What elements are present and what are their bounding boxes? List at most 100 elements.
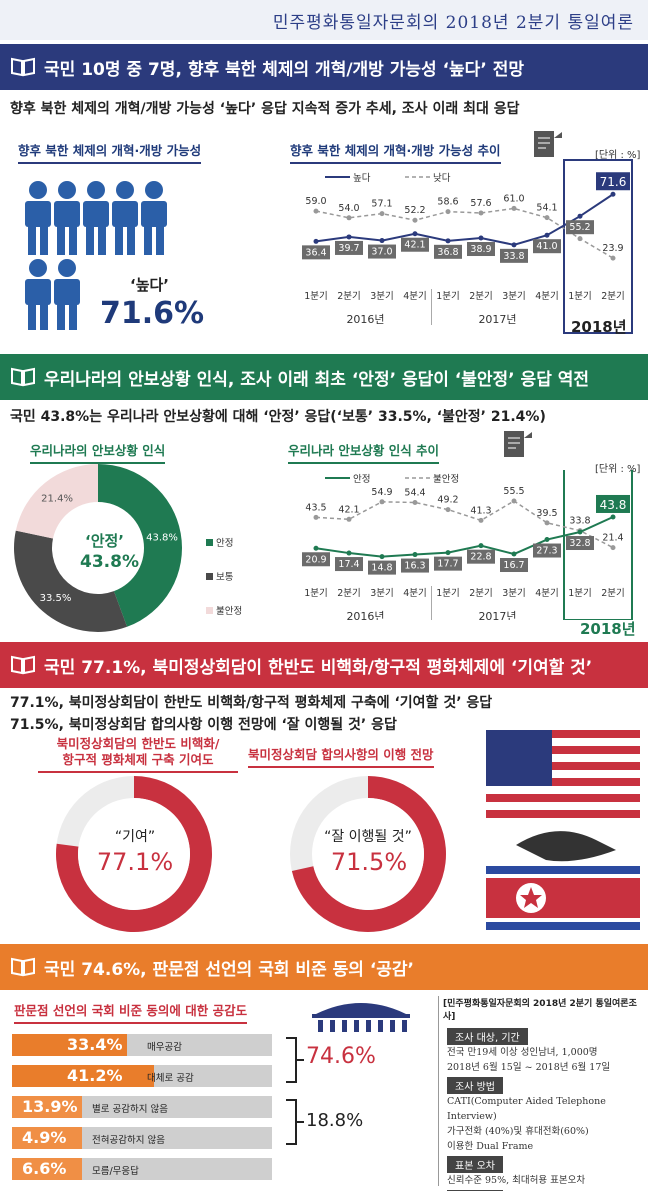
series1-point: [511, 551, 517, 557]
donut1-title-line1: 북미정상회담의 한반도 비핵화/: [56, 736, 220, 751]
agreement-bar-chart: 33.4% 매우공감 41.2% 대체로 공감 13.9% 별로 공감하지 않음 4.9% 전…: [12, 1034, 282, 1184]
series1-data-label: 71.6: [600, 175, 627, 189]
series1-point: [610, 191, 616, 197]
survey-info-line: CATI(Computer Aided Telephone: [447, 1096, 606, 1107]
series1-data-label: 36.4: [305, 247, 326, 258]
donut2-title: 북미정상회담 합의사항의 이행 전망: [248, 744, 434, 768]
book-icon: [11, 655, 35, 675]
survey-info-heading: 조사 대상, 기간: [447, 1028, 528, 1045]
donut1-value: 77.1%: [96, 848, 174, 876]
bar: [12, 1158, 82, 1180]
series2-point: [478, 210, 484, 216]
x-tick-label: 1분기: [436, 588, 460, 599]
series1-point: [445, 550, 451, 556]
x-tick-label: 2분기: [337, 291, 361, 302]
series2-point: [544, 215, 550, 221]
x-tick-label: 2분기: [601, 291, 625, 302]
series1-point: [577, 529, 583, 535]
survey-info-heading: 조사 방법: [447, 1077, 503, 1094]
north-korea-flag-icon: [486, 866, 640, 930]
series1-label-box: [596, 172, 630, 191]
series2-data-label: 59.0: [305, 196, 326, 207]
series1-data-label: 33.8: [503, 251, 524, 262]
series1-label-box: [401, 558, 429, 573]
donut-contribution: [56, 776, 213, 932]
series1-data-label: 32.8: [569, 538, 590, 549]
series2-data-label: 42.1: [338, 504, 359, 515]
series1-data-label: 17.4: [338, 559, 359, 570]
series1-point: [478, 543, 484, 549]
people-icon-group: [25, 181, 167, 330]
series2-data-label: 39.5: [536, 508, 557, 519]
donut1-title-line2: 항구적 평화체제 구축 기여도: [62, 752, 214, 767]
legend-label-1: 높다: [353, 173, 371, 184]
section3-line2: 71.5%, 북미정상회담 합의사항 이행 전망에 ‘잘 이행될 것’ 응답: [10, 717, 397, 733]
x-tick-label: 3분기: [370, 588, 394, 599]
person-icon: [54, 181, 80, 255]
slice-value-label: 21.4%: [41, 494, 73, 505]
series1-point: [412, 231, 418, 237]
survey-info-line: 신뢰수준 95%, 최대허용 표본오차: [447, 1175, 586, 1186]
section4-chart-title: 판문점 선언의 국회 비준 동의에 대한 공감도: [14, 1000, 248, 1024]
series1-data-label: 20.9: [305, 554, 326, 565]
series1-data-label: 16.7: [503, 560, 524, 571]
survey-info-block: 표본 오차 신뢰수준 95%, 최대허용 표본오차: [447, 1154, 644, 1188]
series2-point: [478, 517, 484, 523]
series2-point: [313, 208, 319, 214]
section1-left-title: 향후 북한 체제의 개혁·개방 가능성: [18, 140, 202, 164]
series1-data-label: 36.8: [437, 247, 458, 258]
book-icon: [11, 367, 35, 387]
series1-data-label: 22.8: [470, 552, 491, 563]
bar-value-label: 6.6%: [22, 1159, 67, 1178]
agree-bracket: [286, 1037, 304, 1083]
donut1-label: “기여”: [114, 829, 156, 845]
x-tick-label: 1분기: [568, 291, 592, 302]
book-icon: [11, 57, 35, 77]
series2-data-label: 54.9: [371, 487, 392, 498]
donut-hole: [78, 798, 190, 910]
bar-category-label: 별로 공감하지 않음: [92, 1104, 168, 1115]
series2-point: [412, 217, 418, 223]
series2-point: [445, 507, 451, 513]
series1-point: [313, 545, 319, 551]
series2-data-label: 58.6: [437, 197, 458, 208]
series2-point: [544, 520, 550, 526]
series1-label-box: [596, 494, 630, 513]
series1-data-label: 38.9: [470, 244, 491, 255]
series1-label-box: [368, 560, 396, 575]
series1-label-box: [533, 239, 561, 254]
series-line-2: [315, 207, 614, 259]
line-chart-north-korea-reform: 높다낮다59.054.057.152.258.657.661.054.138.4…: [302, 159, 633, 334]
legend-swatch: [206, 607, 213, 614]
series1-label-box: [401, 237, 429, 252]
year-highlight-box: [563, 470, 633, 620]
person-icon: [25, 181, 51, 255]
series1-data-label: 17.7: [437, 559, 458, 570]
series1-label-box: [434, 556, 462, 571]
series1-point: [610, 514, 616, 520]
slice-stable: [98, 464, 182, 627]
donut-implementation: [290, 776, 446, 932]
series2-data-label: 57.6: [470, 198, 491, 209]
series1-label-box: [500, 248, 528, 263]
survey-info-line: 전국 만19세 이상 성인남녀, 1,000명: [447, 1047, 598, 1058]
survey-info-blocks: 조사 대상, 기간 전국 만19세 이상 성인남녀, 1,000명 2018년 6월…: [439, 1026, 644, 1191]
series1-point: [445, 238, 451, 244]
donut-hole: [312, 798, 424, 910]
series2-point: [511, 205, 517, 211]
series1-data-label: 43.8: [600, 498, 627, 512]
legend-swatch: [206, 539, 213, 546]
series1-label-box: [467, 549, 495, 564]
section3-banner: 국민 77.1%, 북미정상회담이 한반도 비핵화/항구적 평화체제에 ‘기여할…: [0, 642, 648, 688]
series1-label-box: [302, 552, 330, 567]
slice-normal: [14, 530, 128, 632]
year-highlight-box: [563, 159, 633, 334]
survey-info-line: 가구전화 (40%)및 휴대전화(60%): [447, 1126, 589, 1137]
year-label: 2017년: [478, 610, 516, 620]
bar-value-label: 4.9%: [22, 1128, 67, 1147]
series1-data-label: 37.0: [371, 247, 392, 258]
x-tick-label: 4분기: [403, 291, 427, 302]
series2-point: [445, 209, 451, 215]
bar-value-label: 41.2%: [67, 1066, 123, 1085]
year-label: 2017년: [478, 313, 516, 326]
